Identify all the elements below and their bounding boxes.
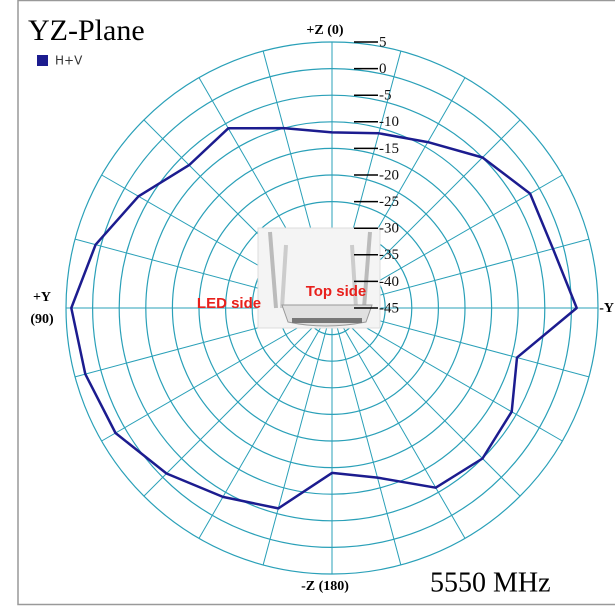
antenna [280, 244, 288, 309]
r-tick-label: -35 [379, 247, 399, 263]
legend-swatch [37, 55, 48, 66]
chart-title: YZ-Plane [28, 14, 145, 47]
grid-ring [92, 68, 572, 548]
r-tick-label: -45 [379, 300, 399, 316]
angle-label: -Y [599, 301, 614, 316]
grid-ring [118, 94, 546, 522]
curve-layer [70, 126, 578, 510]
r-tick-label: -10 [379, 114, 399, 130]
r-tick-label: -40 [379, 274, 399, 290]
device-image [257, 227, 381, 329]
legend-label: H+V [55, 54, 83, 68]
angle-label: (90) [30, 312, 54, 327]
grid-ring [171, 147, 493, 469]
image-label: LED side [197, 295, 261, 312]
router-base [292, 318, 362, 323]
r-tick-label: -5 [379, 88, 392, 104]
r-tick-label: 0 [379, 61, 387, 77]
image-label: Top side [306, 283, 367, 300]
grid-ring [225, 201, 440, 416]
r-tick-label: -15 [379, 141, 399, 157]
r-tick-label: -30 [379, 221, 399, 237]
antenna [350, 244, 358, 309]
angle-label: -Z (180) [301, 579, 349, 594]
frequency-annotation: 5550 MHz [430, 567, 551, 598]
labels: YZ-Plane H+V +Z (0) +Y (90) -Z (180) -Y … [28, 14, 614, 599]
antenna [268, 231, 278, 309]
r-tick-label: -20 [379, 167, 399, 183]
grid-ring [65, 41, 599, 575]
r-tick-label: -25 [379, 194, 399, 210]
grid-ring [145, 121, 519, 495]
angle-label: +Y [33, 290, 51, 305]
angle-label: +Z (0) [306, 23, 343, 38]
antenna [362, 231, 372, 309]
grid-ring [198, 174, 466, 442]
r-tick-label: 5 [379, 34, 387, 50]
pattern-line [70, 126, 578, 510]
